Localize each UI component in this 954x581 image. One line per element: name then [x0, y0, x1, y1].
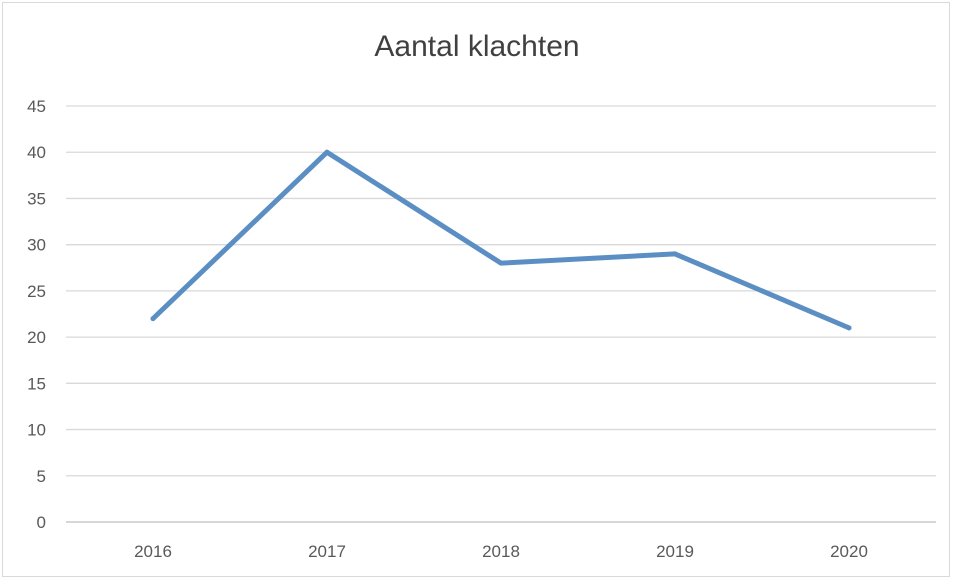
data-point	[324, 149, 330, 155]
series-layer	[150, 149, 852, 331]
gridlines	[66, 105, 936, 523]
series-line	[150, 149, 852, 331]
data-point	[846, 325, 852, 331]
x-tick-label: 2019	[656, 542, 694, 561]
y-tick-label: 40	[27, 143, 46, 162]
x-axis: 2016 2017 2018 2019 2020	[134, 542, 868, 561]
y-tick-label: 35	[27, 189, 46, 208]
y-tick-label: 20	[27, 328, 46, 347]
y-tick-label: 25	[27, 282, 46, 301]
y-tick-label: 10	[27, 421, 46, 440]
data-point	[150, 316, 156, 322]
y-tick-label: 45	[27, 97, 46, 116]
chart-title: Aantal klachten	[374, 30, 580, 63]
y-tick-label: 0	[37, 513, 46, 532]
x-tick-label: 2018	[482, 542, 520, 561]
y-tick-label: 5	[37, 467, 46, 486]
y-tick-label: 30	[27, 236, 46, 255]
data-point	[498, 260, 504, 266]
x-tick-label: 2020	[830, 542, 868, 561]
x-tick-label: 2017	[308, 542, 346, 561]
y-axis: 0 5 10 15 20 25 30 35 40 45	[27, 97, 46, 532]
y-tick-label: 15	[27, 374, 46, 393]
x-tick-label: 2016	[134, 542, 172, 561]
data-point	[672, 251, 678, 257]
